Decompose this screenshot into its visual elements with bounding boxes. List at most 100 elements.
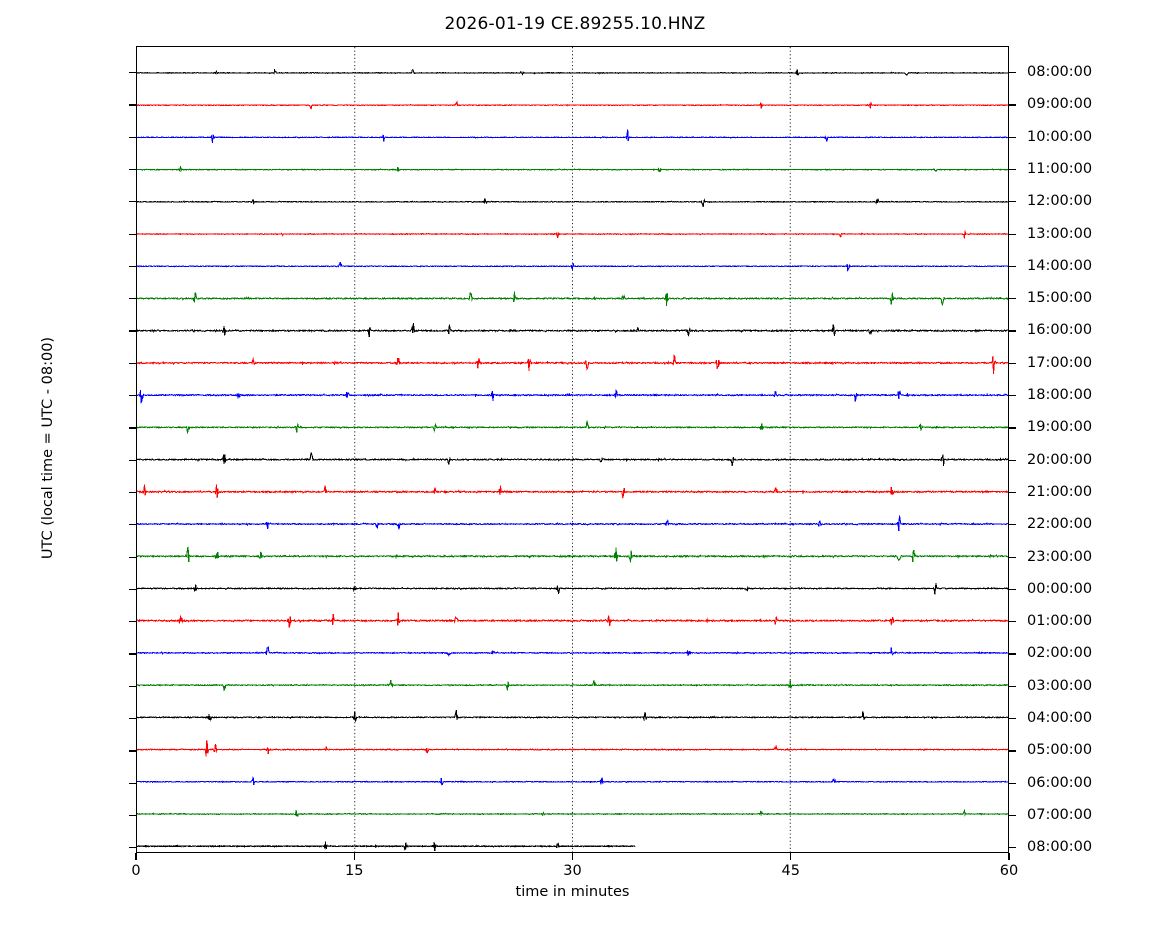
y-tick-mark-right-5 — [1009, 233, 1016, 235]
y-tick-label-right-5: 13:00:00 — [1027, 225, 1093, 242]
y-tick-mark-left-8 — [129, 330, 136, 332]
trace-row-23 — [137, 808, 1008, 818]
seismic-traces — [137, 68, 1008, 851]
plot-area — [136, 46, 1009, 853]
y-tick-mark-left-16 — [129, 588, 136, 591]
y-tick-mark-right-22 — [1009, 782, 1016, 784]
y-tick-mark-right-7 — [1009, 298, 1016, 300]
y-tick-label-right-6: 14:00:00 — [1027, 257, 1093, 274]
y-tick-label-right-11: 19:00:00 — [1027, 419, 1093, 436]
x-tick-label-0: 0 — [131, 863, 141, 879]
trace-row-20 — [137, 709, 1008, 723]
y-tick-label-right-17: 01:00:00 — [1027, 612, 1093, 629]
trace-row-13 — [137, 484, 1008, 499]
y-tick-mark-left-17 — [129, 621, 136, 623]
y-tick-mark-left-15 — [129, 556, 136, 558]
y-tick-label-right-20: 04:00:00 — [1027, 709, 1093, 726]
y-tick-mark-left-21 — [129, 750, 136, 752]
y-tick-mark-right-20 — [1009, 718, 1016, 720]
y-tick-label-right-10: 18:00:00 — [1027, 386, 1093, 403]
y-tick-mark-right-1 — [1009, 104, 1016, 106]
y-tick-label-right-2: 10:00:00 — [1027, 128, 1093, 145]
y-tick-label-right-18: 02:00:00 — [1027, 645, 1093, 662]
y-tick-mark-right-13 — [1009, 491, 1016, 494]
y-tick-mark-left-9 — [129, 362, 136, 364]
y-tick-mark-left-23 — [129, 814, 136, 817]
y-tick-label-right-7: 15:00:00 — [1027, 289, 1093, 306]
y-tick-mark-right-9 — [1009, 362, 1016, 364]
y-tick-mark-right-8 — [1009, 330, 1016, 332]
trace-row-3 — [137, 166, 1008, 173]
y-tick-mark-right-2 — [1009, 136, 1016, 138]
y-tick-label-right-9: 17:00:00 — [1027, 354, 1093, 371]
x-tick-label-3: 45 — [781, 863, 800, 879]
trace-row-22 — [137, 776, 1008, 786]
y-tick-label-right-4: 12:00:00 — [1027, 192, 1093, 209]
y-tick-mark-right-14 — [1009, 524, 1016, 526]
trace-row-18 — [137, 645, 1008, 657]
y-tick-label-right-21: 05:00:00 — [1027, 742, 1093, 759]
y-tick-label-right-23: 07:00:00 — [1027, 806, 1093, 823]
trace-row-24 — [137, 841, 636, 851]
y-tick-mark-left-12 — [129, 459, 136, 461]
trace-row-7 — [137, 291, 1008, 307]
y-tick-mark-left-0 — [129, 72, 136, 74]
page-title: 2026-01-19 CE.89255.10.HNZ — [444, 14, 706, 34]
trace-row-2 — [137, 129, 1008, 143]
x-tick-mark-3 — [790, 853, 792, 860]
y-tick-mark-right-3 — [1009, 168, 1016, 171]
trace-row-6 — [137, 261, 1008, 273]
trace-row-15 — [137, 546, 1008, 563]
y-tick-mark-right-4 — [1009, 201, 1016, 203]
y-tick-mark-left-1 — [129, 104, 136, 106]
trace-row-0 — [137, 68, 1008, 76]
y-tick-mark-right-21 — [1009, 750, 1016, 752]
y-tick-mark-right-15 — [1009, 556, 1016, 558]
y-tick-mark-right-11 — [1009, 427, 1016, 429]
y-tick-mark-right-18 — [1009, 653, 1016, 655]
y-tick-mark-right-23 — [1009, 814, 1016, 817]
y-tick-mark-left-20 — [129, 718, 136, 720]
y-tick-mark-left-24 — [129, 847, 136, 849]
x-tick-mark-0 — [135, 853, 137, 860]
y-tick-mark-left-14 — [129, 524, 136, 526]
y-tick-mark-left-7 — [129, 298, 136, 300]
y-tick-mark-right-16 — [1009, 588, 1016, 591]
y-tick-label-right-15: 23:00:00 — [1027, 548, 1093, 565]
y-tick-mark-right-24 — [1009, 847, 1016, 849]
trace-row-5 — [137, 230, 1008, 239]
x-tick-mark-2 — [571, 853, 574, 860]
y-tick-mark-left-6 — [129, 265, 136, 268]
x-tick-mark-4 — [1008, 853, 1010, 860]
trace-row-19 — [137, 679, 1008, 691]
x-axis-label: time in minutes — [515, 884, 630, 900]
y-tick-mark-left-5 — [129, 233, 136, 235]
trace-row-21 — [137, 740, 1008, 757]
y-tick-label-right-0: 08:00:00 — [1027, 63, 1093, 80]
trace-row-12 — [137, 452, 1008, 466]
y-tick-mark-right-0 — [1009, 72, 1016, 74]
trace-row-1 — [137, 100, 1008, 110]
y-tick-mark-right-6 — [1009, 265, 1016, 268]
x-tick-label-1: 15 — [345, 863, 364, 879]
y-tick-label-right-24: 08:00:00 — [1027, 838, 1093, 855]
y-tick-label-right-14: 22:00:00 — [1027, 515, 1093, 532]
trace-row-4 — [137, 197, 1008, 208]
trace-row-8 — [137, 322, 1008, 337]
y-tick-mark-left-22 — [129, 782, 136, 784]
y-tick-label-right-19: 03:00:00 — [1027, 677, 1093, 694]
x-tick-label-2: 30 — [563, 863, 582, 879]
y-tick-mark-left-4 — [129, 201, 136, 203]
trace-row-11 — [137, 420, 1008, 434]
y-tick-label-right-22: 06:00:00 — [1027, 774, 1093, 791]
y-tick-label-right-16: 00:00:00 — [1027, 580, 1093, 597]
y-tick-mark-left-18 — [129, 653, 136, 655]
x-tick-label-4: 60 — [999, 863, 1019, 879]
y-tick-mark-left-13 — [129, 491, 136, 494]
y-tick-mark-right-10 — [1009, 395, 1016, 397]
trace-row-9 — [137, 354, 1008, 374]
trace-row-17 — [137, 612, 1008, 628]
y-tick-mark-right-17 — [1009, 621, 1016, 623]
y-tick-mark-left-2 — [129, 136, 136, 138]
